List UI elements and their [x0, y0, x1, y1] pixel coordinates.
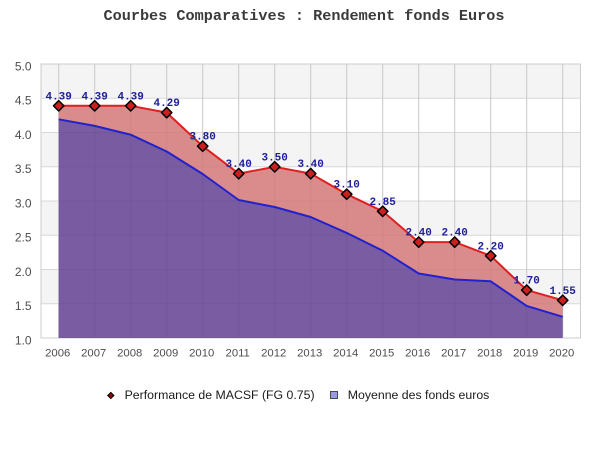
svg-text:4.39: 4.39	[81, 91, 107, 103]
svg-text:3.50: 3.50	[261, 152, 287, 164]
svg-text:2010: 2010	[189, 348, 214, 360]
svg-text:Performance de MACSF (FG 0.75): Performance de MACSF (FG 0.75)	[125, 388, 315, 402]
svg-text:5.0: 5.0	[15, 59, 32, 73]
svg-text:3.40: 3.40	[297, 159, 323, 171]
svg-text:1.5: 1.5	[15, 299, 32, 313]
svg-text:2.85: 2.85	[369, 197, 396, 209]
svg-text:2.40: 2.40	[441, 228, 467, 240]
svg-text:4.39: 4.39	[117, 91, 143, 103]
svg-text:2017: 2017	[441, 348, 466, 360]
svg-text:2014: 2014	[333, 348, 358, 360]
svg-text:2.5: 2.5	[15, 231, 32, 245]
svg-text:1.55: 1.55	[549, 286, 576, 298]
svg-text:2007: 2007	[81, 348, 106, 360]
svg-text:1.70: 1.70	[513, 276, 539, 288]
svg-text:2015: 2015	[369, 348, 394, 360]
svg-text:Courbes Comparatives : Rendeme: Courbes Comparatives : Rendement fonds E…	[103, 7, 504, 25]
svg-text:4.0: 4.0	[15, 128, 32, 142]
svg-text:3.0: 3.0	[15, 196, 32, 210]
svg-text:2.20: 2.20	[477, 241, 503, 253]
svg-text:2011: 2011	[226, 348, 250, 360]
svg-text:2019: 2019	[513, 348, 538, 360]
svg-text:Moyenne des fonds euros: Moyenne des fonds euros	[348, 388, 490, 402]
svg-text:2.0: 2.0	[15, 265, 32, 279]
svg-text:2016: 2016	[405, 348, 430, 360]
svg-text:2009: 2009	[153, 348, 178, 360]
svg-text:2006: 2006	[45, 348, 70, 360]
svg-text:1.0: 1.0	[15, 333, 32, 347]
svg-text:2018: 2018	[477, 348, 502, 360]
svg-text:3.40: 3.40	[225, 159, 251, 171]
svg-text:4.5: 4.5	[15, 94, 32, 108]
svg-text:2013: 2013	[297, 348, 322, 360]
svg-text:2020: 2020	[549, 348, 574, 360]
svg-text:2.40: 2.40	[405, 228, 431, 240]
svg-text:3.5: 3.5	[15, 162, 32, 176]
svg-text:3.80: 3.80	[189, 132, 215, 144]
svg-text:4.39: 4.39	[45, 91, 71, 103]
svg-text:2012: 2012	[261, 348, 286, 360]
svg-text:4.29: 4.29	[153, 98, 179, 110]
svg-text:2008: 2008	[117, 348, 142, 360]
svg-text:3.10: 3.10	[333, 180, 359, 192]
